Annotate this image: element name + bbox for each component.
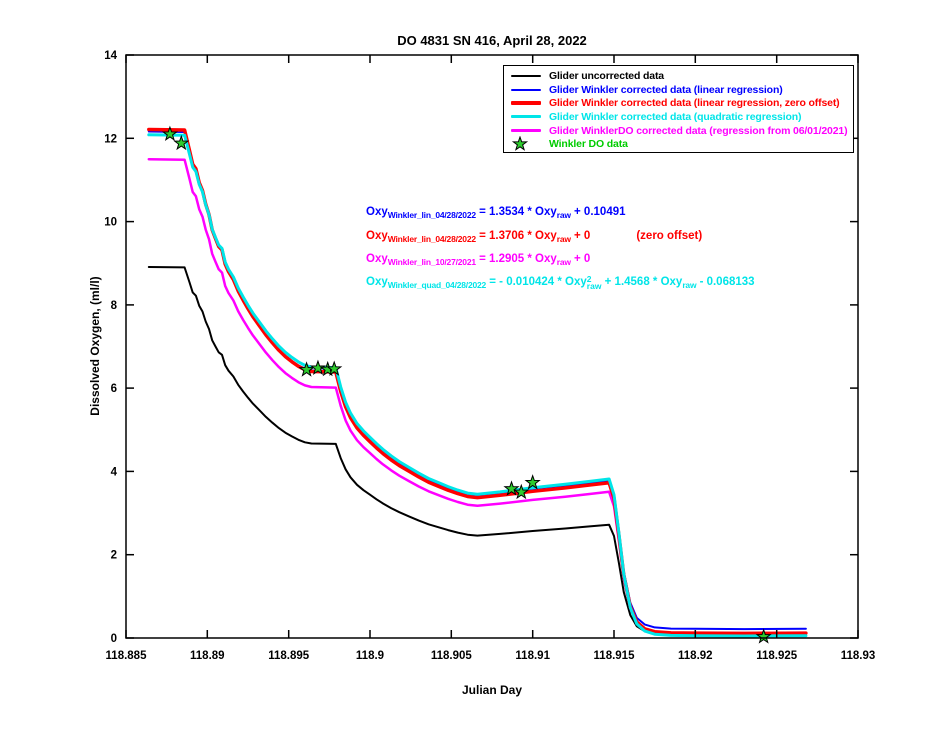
legend-label: Winkler DO data (549, 138, 628, 151)
legend-label: Glider Winkler corrected data (linear re… (549, 97, 840, 110)
x-tick-label: 118.93 (841, 650, 876, 662)
legend-item-linear_zero: Glider Winkler corrected data (linear re… (511, 96, 853, 110)
y-tick-label: 10 (104, 217, 117, 229)
y-tick-label: 0 (111, 633, 117, 645)
x-tick-label: 118.915 (594, 650, 636, 662)
y-tick-label: 4 (111, 466, 118, 478)
winkler-star (161, 125, 179, 142)
equation-note: (zero offset) (636, 230, 703, 242)
y-tick-label: 8 (111, 300, 118, 312)
winkler-star (173, 134, 190, 151)
x-tick-label: 118.895 (268, 650, 310, 662)
legend-line-icon (511, 88, 543, 91)
equation-line-1: OxyWinkler_lin_04/28/2022 = 1.3534 * Oxy… (366, 206, 626, 220)
legend-label: Glider Winkler corrected data (quadratic… (549, 110, 802, 123)
legend-line-icon (511, 74, 543, 77)
equation-line-2: OxyWinkler_lin_04/28/2022 = 1.3706 * Oxy… (366, 230, 703, 244)
winkler-star (298, 361, 315, 377)
y-axis-label: Dissolved Oxygen, (ml/l) (88, 276, 102, 416)
y-tick-label: 6 (111, 383, 117, 395)
legend-line-icon (511, 115, 543, 119)
legend-line-icon (511, 101, 543, 106)
winkler-star (755, 628, 772, 644)
curve-quadratic (147, 133, 808, 638)
y-tick-label: 12 (104, 133, 117, 145)
legend-label: Glider WinklerDO corrected data (regress… (549, 124, 848, 137)
x-tick-label: 118.89 (190, 650, 225, 662)
legend-label: Glider Winkler corrected data (linear re… (549, 83, 783, 96)
curve-uncorrected (147, 266, 807, 636)
x-tick-label: 118.91 (515, 650, 550, 662)
legend-item-uncorrected: Glider uncorrected data (511, 69, 853, 83)
legend-line-icon (511, 129, 543, 133)
y-tick-label: 14 (104, 50, 117, 62)
winkler-star (326, 360, 343, 376)
legend-item-quadratic: Glider Winkler corrected data (quadratic… (511, 110, 853, 124)
chart-title: DO 4831 SN 416, April 28, 2022 (397, 33, 587, 48)
winkler-star (513, 483, 530, 500)
x-tick-label: 118.925 (756, 650, 798, 662)
x-tick-label: 118.905 (431, 650, 473, 662)
legend-item-linear: Glider Winkler corrected data (linear re… (511, 83, 853, 97)
legend-item-regression_2021: Glider WinklerDO corrected data (regress… (511, 124, 853, 138)
legend-item-winkler_points: Winkler DO data (511, 136, 853, 152)
legend-label: Glider uncorrected data (549, 69, 664, 82)
y-tick-label: 2 (111, 550, 117, 562)
x-tick-label: 118.9 (356, 650, 384, 662)
winkler-star (503, 480, 520, 496)
x-tick-label: 118.92 (678, 650, 713, 662)
x-tick-label: 118.885 (106, 650, 148, 662)
winkler-star (309, 359, 327, 376)
equation-line-4: OxyWinkler_quad_04/28/2022 = - 0.010424 … (366, 274, 755, 291)
legend-star-icon (511, 136, 543, 152)
legend: Glider uncorrected data Glider Winkler co… (503, 65, 854, 153)
axes-box (125, 54, 859, 639)
winkler-star (524, 474, 541, 490)
equation-line-3: OxyWinkler_lin_10/27/2021 = 1.2905 * Oxy… (366, 253, 591, 267)
curve-regression_2021 (147, 157, 808, 635)
x-axis-label: Julian Day (461, 683, 523, 697)
